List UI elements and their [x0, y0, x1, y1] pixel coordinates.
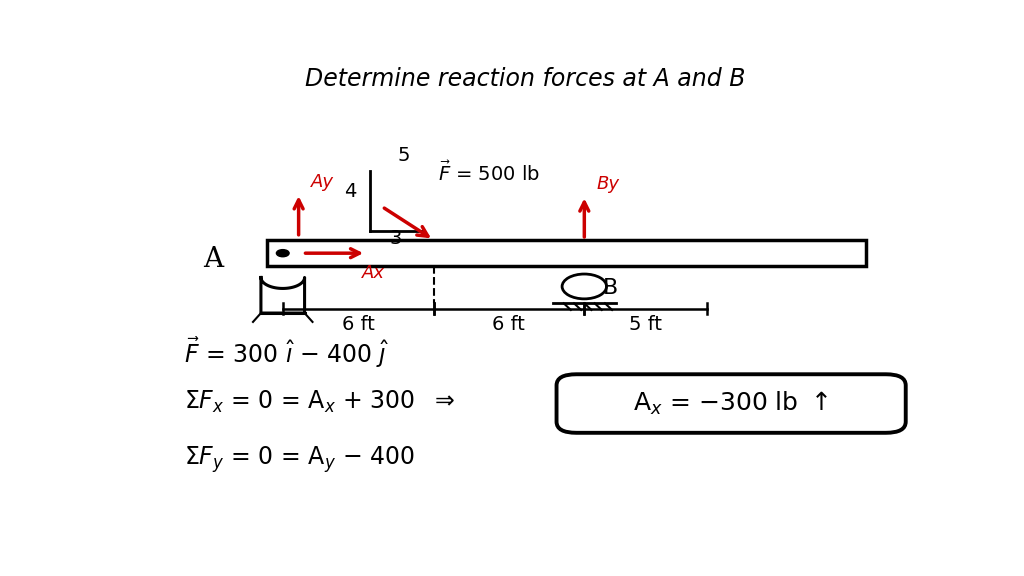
FancyBboxPatch shape — [556, 374, 905, 433]
Text: $\Sigma F_x$ = 0 = A$_x$ + 300  $\Rightarrow$: $\Sigma F_x$ = 0 = A$_x$ + 300 $\Rightar… — [183, 389, 455, 415]
Text: 6 ft: 6 ft — [342, 315, 375, 334]
Circle shape — [276, 249, 289, 257]
Text: B: B — [602, 278, 617, 298]
Text: By: By — [596, 175, 620, 194]
Bar — [267, 240, 866, 267]
Text: $\Sigma F_y$ = 0 = A$_y$ $-$ 400: $\Sigma F_y$ = 0 = A$_y$ $-$ 400 — [183, 444, 415, 475]
Text: 5: 5 — [397, 146, 410, 165]
Text: $\vec{F}$ = 300 $\hat{\imath}$ $-$ 400 $\hat{\jmath}$: $\vec{F}$ = 300 $\hat{\imath}$ $-$ 400 $… — [183, 336, 388, 370]
Text: Ax: Ax — [362, 264, 385, 282]
Text: A$_x$ = $-$300 lb $\uparrow$: A$_x$ = $-$300 lb $\uparrow$ — [634, 390, 828, 417]
Text: 3: 3 — [390, 229, 402, 248]
Text: 4: 4 — [344, 181, 356, 200]
Text: 5 ft: 5 ft — [630, 315, 663, 334]
Text: Ay: Ay — [310, 173, 334, 191]
Text: 6 ft: 6 ft — [493, 315, 525, 334]
Text: $\vec{F}$ = 500 lb: $\vec{F}$ = 500 lb — [437, 161, 540, 185]
Circle shape — [562, 274, 606, 299]
Text: Determine reaction forces at A and B: Determine reaction forces at A and B — [304, 67, 745, 91]
Text: A: A — [204, 247, 223, 274]
